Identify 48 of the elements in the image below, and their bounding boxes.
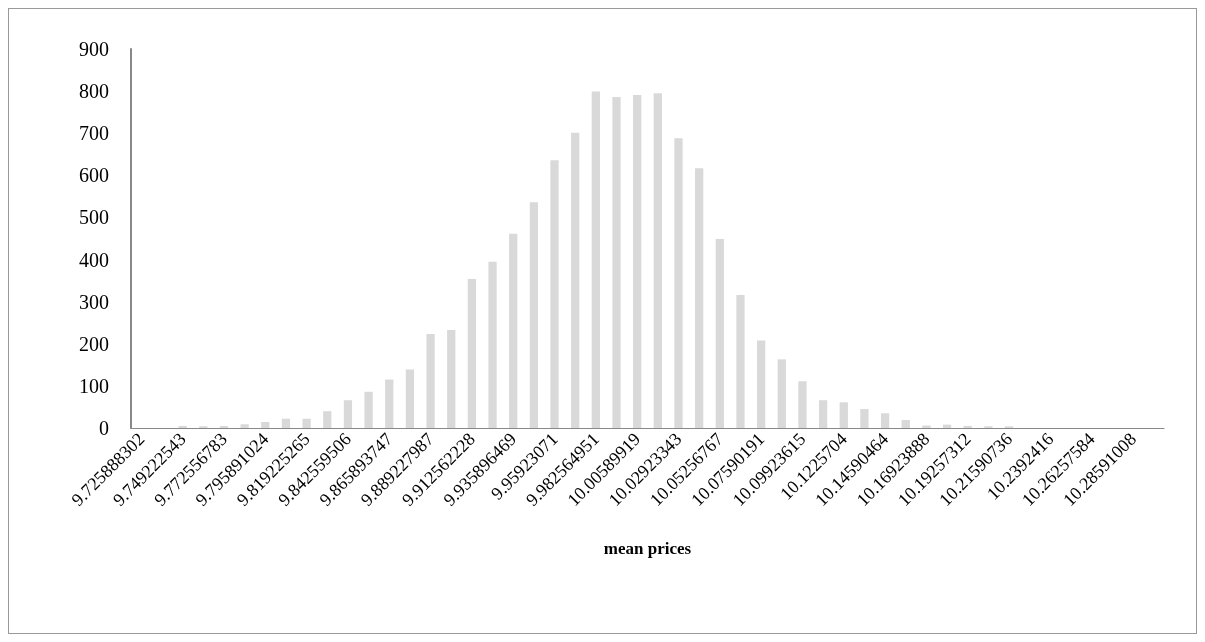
bar — [901, 420, 910, 428]
bar — [633, 94, 642, 428]
bar — [426, 334, 435, 428]
y-tick-label: 400 — [79, 248, 109, 271]
bar — [364, 391, 373, 428]
bar — [860, 409, 869, 428]
bar — [736, 294, 745, 428]
bar — [757, 340, 766, 428]
bar — [818, 400, 828, 428]
bar — [612, 97, 621, 428]
bar — [302, 418, 311, 428]
y-tick-label: 300 — [79, 290, 109, 313]
y-tick-label: 600 — [79, 164, 109, 187]
bar — [922, 425, 931, 428]
bar — [467, 278, 477, 428]
y-tick-label: 800 — [79, 80, 109, 103]
y-tick-label: 0 — [99, 417, 109, 439]
bar — [323, 411, 332, 428]
bar — [509, 233, 518, 428]
bar — [385, 379, 394, 428]
bar — [798, 381, 807, 428]
y-tick-label: 900 — [79, 38, 109, 60]
bar — [529, 202, 538, 428]
bar — [839, 402, 848, 428]
y-tick-label: 500 — [79, 206, 109, 229]
y-tick-label: 700 — [79, 122, 109, 145]
bar — [963, 425, 972, 428]
bar — [571, 132, 580, 428]
x-axis-title: mean prices — [603, 539, 692, 558]
bar — [550, 160, 559, 428]
bar — [777, 359, 786, 428]
bar — [695, 168, 704, 428]
bar — [488, 261, 497, 428]
bar — [281, 418, 291, 428]
bar — [343, 400, 353, 428]
bar — [261, 422, 270, 428]
bar — [219, 425, 229, 428]
bar — [880, 413, 890, 428]
bar — [674, 138, 683, 428]
y-tick-label: 200 — [79, 332, 109, 355]
bar — [715, 238, 724, 428]
bar — [447, 329, 456, 428]
bar — [653, 93, 662, 428]
bar — [591, 91, 600, 428]
bar — [240, 424, 249, 428]
bar — [178, 425, 187, 428]
bar — [405, 369, 415, 428]
y-tick-label: 100 — [79, 374, 109, 397]
